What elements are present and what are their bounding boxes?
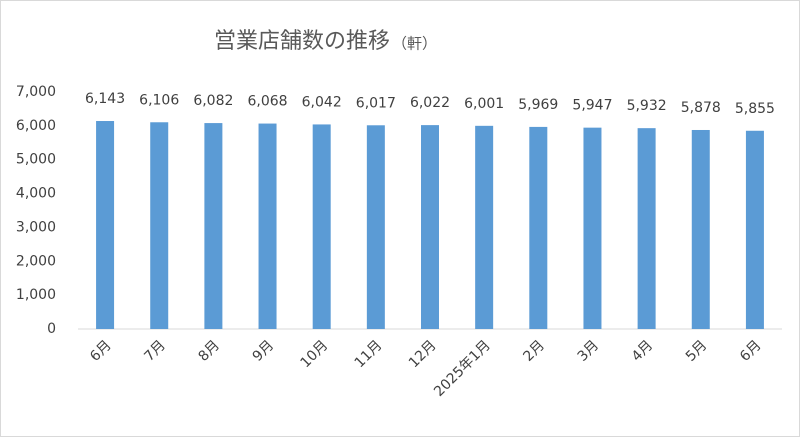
bar (366, 125, 385, 329)
y-tick-label: 2,000 (16, 253, 56, 269)
bar (583, 127, 602, 329)
bar (204, 123, 223, 329)
value-label: 6,001 (464, 96, 504, 112)
value-label: 5,969 (518, 97, 558, 113)
bar (745, 130, 764, 329)
value-label: 6,042 (302, 94, 342, 110)
value-label: 5,878 (681, 100, 721, 116)
bar (691, 129, 710, 329)
bar (475, 125, 494, 329)
value-label: 5,947 (572, 98, 612, 114)
y-tick-label: 4,000 (16, 186, 56, 202)
value-label: 5,932 (627, 98, 667, 114)
bar (637, 128, 656, 329)
value-label: 6,143 (85, 91, 125, 107)
bar (150, 122, 169, 330)
y-tick-label: 6,000 (16, 118, 56, 134)
y-tick-label: 1,000 (16, 287, 56, 303)
value-label: 6,068 (247, 94, 287, 110)
value-label: 6,106 (139, 92, 179, 108)
bar (529, 126, 548, 330)
chart-title: 営業店舗数の推移 (214, 29, 390, 54)
y-tick-label: 0 (47, 321, 56, 337)
y-tick-label: 7,000 (16, 84, 56, 100)
value-label: 6,017 (356, 95, 396, 111)
y-tick-label: 5,000 (16, 152, 56, 168)
value-label: 6,022 (410, 95, 450, 111)
chart-title-unit: （軒） (392, 35, 437, 53)
value-label: 5,855 (735, 101, 775, 117)
bar (312, 124, 331, 329)
bar (421, 125, 439, 329)
bar (258, 123, 277, 329)
value-label: 6,082 (193, 93, 233, 109)
bar (96, 121, 115, 330)
y-tick-label: 3,000 (16, 219, 56, 235)
